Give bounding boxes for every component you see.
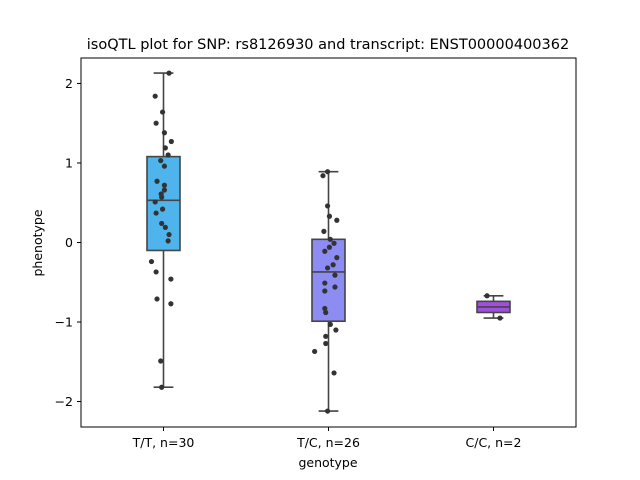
data-point [153,269,159,275]
data-point [327,321,333,328]
y-tick-label: −2 [55,394,73,409]
data-point [497,315,503,321]
data-point [153,210,159,216]
data-point [323,340,329,347]
data-point [148,258,155,265]
y-tick-label: 0 [65,235,73,250]
x-tick-label: C/C, n=2 [466,435,522,450]
data-point [166,70,172,76]
data-point [334,255,340,261]
box [146,155,181,252]
data-point [327,236,333,242]
x-axis: T/T, n=30 T/C, n=26 C/C, n=2 [132,427,522,450]
data-point [152,93,158,99]
data-point [159,194,165,200]
data-point [332,272,338,278]
box [311,238,346,323]
data-point [322,305,328,312]
data-point [161,182,168,188]
data-point [323,333,329,339]
data-point [159,384,165,390]
x-axis-label: genotype [298,455,357,470]
box-group [476,293,511,321]
chart-title: isoQTL plot for SNP: rs8126930 and trans… [87,37,569,53]
data-point [333,327,339,333]
data-point [322,280,328,286]
data-point [158,157,164,164]
y-axis: 2 1 0 −1 −2 [55,76,81,409]
x-tick-label: T/C, n=26 [296,435,360,450]
data-point [152,199,158,205]
data-point [332,284,338,290]
data-point [320,173,326,179]
data-point [159,109,166,115]
data-point [161,130,168,136]
data-point [168,138,174,145]
data-point [166,231,172,238]
data-point [331,240,337,246]
data-point [322,248,328,254]
data-point [168,301,174,307]
data-point [331,370,337,376]
data-point [324,169,331,175]
data-point [323,309,329,316]
data-point [154,296,160,302]
data-point [326,244,333,250]
x-tick-label: T/T, n=30 [132,435,195,450]
data-point [324,408,331,414]
data-point [165,152,171,158]
data-point [324,265,331,271]
data-point [334,217,340,223]
data-point [312,348,318,355]
data-point [161,163,168,169]
data-point [326,213,333,219]
data-point [162,145,168,151]
data-point [159,206,166,212]
y-axis-label: phenotype [30,209,45,276]
plot-area [146,70,511,414]
y-tick-label: −1 [55,315,73,330]
data-point [168,276,174,282]
box-group [146,70,181,390]
data-point [165,238,171,244]
data-point [322,288,328,294]
data-point [154,178,160,184]
data-point [484,293,490,299]
data-point [324,203,331,209]
y-tick-label: 2 [65,76,73,91]
y-tick-label: 1 [65,155,73,170]
data-point [321,228,327,234]
data-point [158,358,164,364]
box-group [311,169,346,414]
data-point [330,262,336,268]
data-point [161,187,168,193]
data-point [159,220,165,227]
data-point [153,120,159,126]
data-point [162,224,168,230]
